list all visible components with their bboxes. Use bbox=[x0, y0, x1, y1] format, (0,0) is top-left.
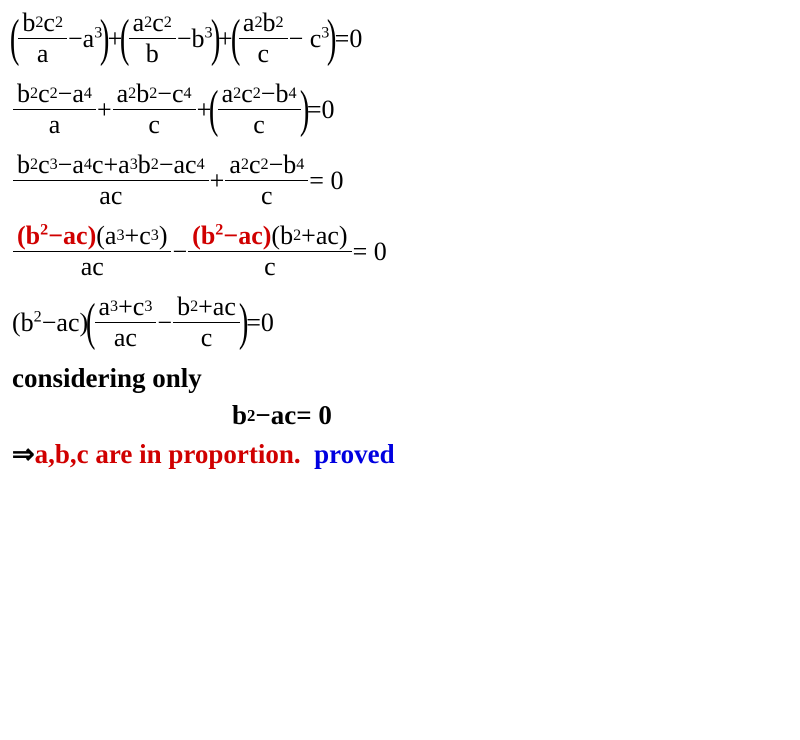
equation-line-1: ( b2c2 a −a3 ) + ( a2c2 b −b3 ) + ( a2b2… bbox=[12, 10, 788, 67]
denominator: c bbox=[197, 323, 217, 351]
minus-op: − bbox=[172, 239, 187, 265]
text-considering-only: considering only bbox=[12, 365, 788, 392]
numerator: (b2−ac)(a3+ c3) bbox=[13, 223, 171, 252]
red-factor: (b2−ac) bbox=[192, 223, 271, 249]
numerator: b2c2 bbox=[18, 10, 67, 39]
fraction: a3+c3 ac bbox=[95, 294, 157, 351]
numerator: a3+c3 bbox=[95, 294, 157, 323]
paren-open: ( bbox=[230, 13, 240, 65]
denominator: ac bbox=[110, 323, 141, 351]
paren-close: ) bbox=[299, 84, 309, 136]
plus-op: + bbox=[210, 168, 225, 194]
equals-zero: =0 bbox=[335, 26, 363, 52]
paren-close: ) bbox=[239, 297, 249, 349]
equation-line-2: b2c2−a4 a + a2b2−c4 c + ( a2c2−b4 c ) =0 bbox=[12, 81, 788, 138]
paren-close: ) bbox=[210, 13, 220, 65]
minus-term: −a3 bbox=[68, 26, 102, 52]
space bbox=[301, 441, 315, 468]
blue-proved: proved bbox=[314, 441, 395, 468]
fraction: (b2−ac)(a3+ c3) ac bbox=[13, 223, 171, 280]
implies-arrow: ⇒ bbox=[12, 441, 35, 468]
equation-line-4: (b2−ac)(a3+ c3) ac − (b2−ac)(b2+ac) c = … bbox=[12, 223, 788, 280]
numerator: a2c2−b4 bbox=[218, 81, 301, 110]
numerator: (b2−ac)(b2+ac) bbox=[188, 223, 351, 252]
paren-open: ( bbox=[86, 297, 96, 349]
denominator: ac bbox=[95, 181, 126, 209]
denominator: a bbox=[45, 110, 65, 138]
denominator: a bbox=[33, 39, 53, 67]
minus-term: −b3 bbox=[177, 26, 213, 52]
denominator: c bbox=[144, 110, 164, 138]
fraction: a2b2 c bbox=[239, 10, 288, 67]
numerator: b2c2−a4 bbox=[13, 81, 96, 110]
numerator: a2b2−c4 bbox=[113, 81, 196, 110]
equals-zero: =0 bbox=[246, 310, 274, 336]
fraction: b2c2−a4 a bbox=[13, 81, 96, 138]
minus-op: − bbox=[157, 310, 172, 336]
equals-zero: = 0 bbox=[309, 168, 343, 194]
red-conclusion: a,b,c are in proportion. bbox=[35, 441, 301, 468]
fraction: b2c2 a bbox=[18, 10, 67, 67]
denominator: c bbox=[253, 39, 273, 67]
equals-zero: =0 bbox=[307, 97, 335, 123]
denominator: b bbox=[142, 39, 163, 67]
conclusion-line: ⇒ a,b,c are in proportion. proved bbox=[12, 441, 788, 468]
denominator: c bbox=[260, 252, 280, 280]
fraction: (b2−ac)(b2+ac) c bbox=[188, 223, 351, 280]
denominator: c bbox=[257, 181, 277, 209]
factor: (b2−ac) bbox=[12, 310, 88, 336]
paren-open: ( bbox=[209, 84, 219, 136]
equation-line-7: b2−ac = 0 bbox=[232, 402, 788, 429]
denominator: ac bbox=[77, 252, 108, 280]
paren-open: ( bbox=[10, 13, 20, 65]
fraction: a2c2−b4 c bbox=[218, 81, 301, 138]
fraction: a2c2 − b4 c bbox=[225, 152, 308, 209]
fraction: b2+ac c bbox=[173, 294, 240, 351]
fraction: b2c3−a4c + a3b2−ac4 ac bbox=[13, 152, 209, 209]
paren-open: ( bbox=[120, 13, 130, 65]
equation-line-5: (b2−ac) ( a3+c3 ac − b2+ac c ) =0 bbox=[12, 294, 788, 351]
numerator: a2c2 bbox=[129, 10, 176, 39]
fraction: a2c2 b bbox=[129, 10, 176, 67]
plus-op: + bbox=[97, 97, 112, 123]
paren-close: ) bbox=[327, 13, 337, 65]
red-factor: (b2−ac) bbox=[17, 223, 96, 249]
numerator: a2b2 bbox=[239, 10, 288, 39]
numerator: a2c2 − b4 bbox=[225, 152, 308, 181]
denominator: c bbox=[249, 110, 269, 138]
numerator: b2+ac bbox=[173, 294, 240, 323]
paren-close: ) bbox=[100, 13, 110, 65]
numerator: b2c3−a4c + a3b2−ac4 bbox=[13, 152, 209, 181]
fraction: a2b2−c4 c bbox=[113, 81, 196, 138]
equation-line-3: b2c3−a4c + a3b2−ac4 ac + a2c2 − b4 c = 0 bbox=[12, 152, 788, 209]
equals-zero: = 0 bbox=[353, 239, 387, 265]
minus-term: − c3 bbox=[289, 26, 330, 52]
